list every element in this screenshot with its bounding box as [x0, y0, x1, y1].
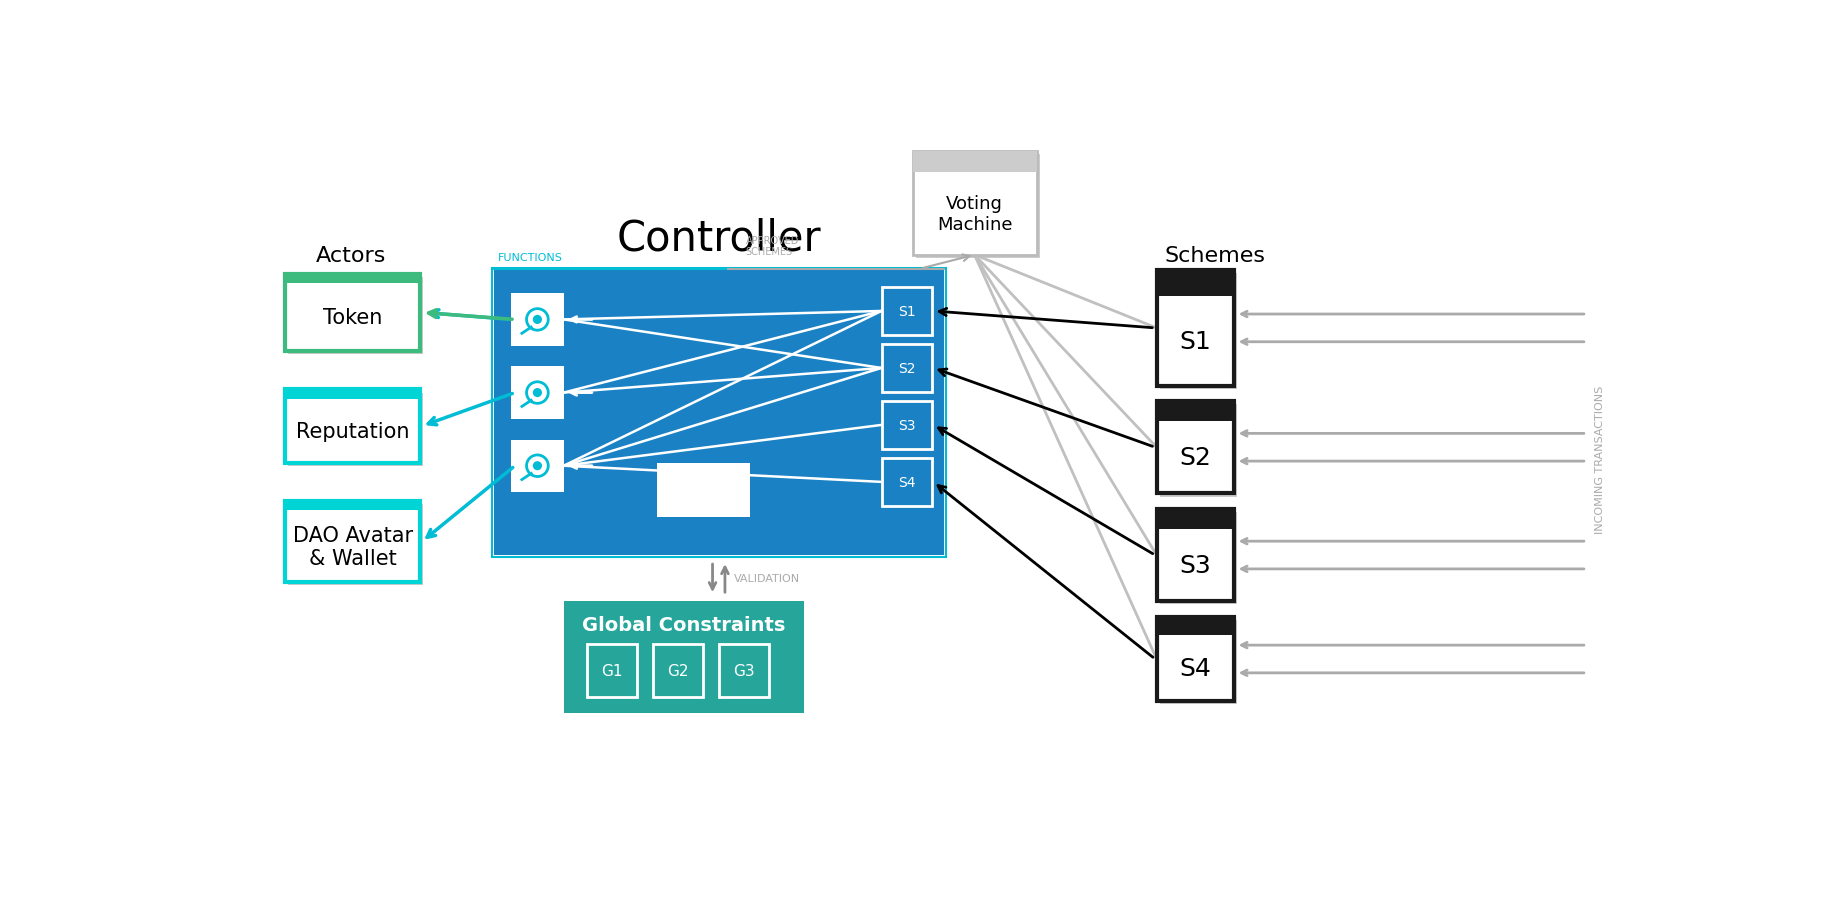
Text: DAO Avatar
& Wallet: DAO Avatar & Wallet: [293, 525, 413, 568]
Text: S2: S2: [1180, 445, 1212, 470]
FancyBboxPatch shape: [511, 440, 564, 492]
FancyBboxPatch shape: [913, 151, 1036, 255]
FancyBboxPatch shape: [916, 155, 1040, 259]
Text: VALIDATION: VALIDATION: [734, 574, 800, 584]
FancyBboxPatch shape: [1156, 509, 1234, 529]
FancyBboxPatch shape: [284, 275, 420, 284]
FancyBboxPatch shape: [1156, 617, 1234, 636]
Text: Schemes: Schemes: [1164, 245, 1265, 265]
FancyBboxPatch shape: [564, 601, 804, 713]
FancyBboxPatch shape: [1156, 509, 1234, 601]
Text: S4: S4: [1180, 657, 1212, 681]
FancyBboxPatch shape: [284, 502, 420, 511]
Text: S3: S3: [1180, 554, 1212, 578]
FancyBboxPatch shape: [511, 294, 564, 346]
FancyBboxPatch shape: [284, 390, 420, 463]
Text: Voting
Machine: Voting Machine: [937, 195, 1012, 233]
Text: S1: S1: [898, 304, 915, 319]
Text: APPROVED
SCHEMES: APPROVED SCHEMES: [745, 235, 798, 257]
Text: G1: G1: [601, 663, 623, 679]
Text: S2: S2: [898, 362, 915, 375]
Text: Controller: Controller: [616, 218, 821, 260]
Text: Token: Token: [323, 308, 382, 328]
FancyBboxPatch shape: [288, 394, 424, 466]
Circle shape: [533, 463, 542, 470]
Text: Global Constraints: Global Constraints: [583, 615, 786, 634]
FancyBboxPatch shape: [284, 502, 420, 582]
Text: Actors: Actors: [315, 245, 385, 265]
FancyBboxPatch shape: [284, 275, 420, 352]
Text: S1: S1: [1180, 329, 1212, 353]
FancyBboxPatch shape: [284, 390, 420, 399]
Text: INCOMING TRANSACTIONS: INCOMING TRANSACTIONS: [1595, 385, 1604, 533]
FancyBboxPatch shape: [1156, 271, 1234, 386]
FancyBboxPatch shape: [1160, 404, 1237, 497]
FancyBboxPatch shape: [1156, 402, 1234, 422]
FancyBboxPatch shape: [1160, 512, 1237, 605]
FancyBboxPatch shape: [656, 463, 751, 517]
FancyBboxPatch shape: [1156, 402, 1234, 494]
FancyBboxPatch shape: [1156, 617, 1234, 701]
FancyBboxPatch shape: [1160, 274, 1237, 389]
FancyBboxPatch shape: [1156, 271, 1234, 296]
Circle shape: [533, 389, 542, 397]
FancyBboxPatch shape: [494, 271, 944, 556]
Text: G2: G2: [668, 663, 690, 679]
FancyBboxPatch shape: [1160, 620, 1237, 704]
Text: S4: S4: [898, 476, 915, 489]
FancyBboxPatch shape: [288, 505, 424, 586]
Text: FUNCTIONS: FUNCTIONS: [498, 253, 562, 263]
Text: S3: S3: [898, 418, 915, 433]
FancyBboxPatch shape: [288, 278, 424, 354]
FancyBboxPatch shape: [913, 151, 1036, 172]
Circle shape: [533, 316, 542, 324]
Text: G3: G3: [734, 663, 754, 679]
Text: Reputation: Reputation: [295, 421, 409, 441]
FancyBboxPatch shape: [511, 367, 564, 419]
